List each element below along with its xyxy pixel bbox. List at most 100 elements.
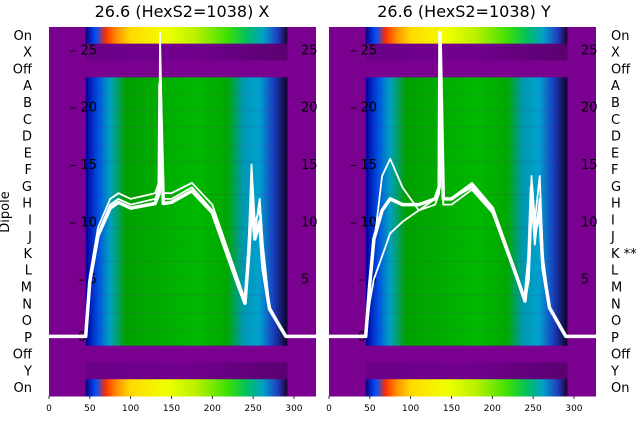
heatmap-row (85, 245, 288, 263)
heatmap-row (365, 77, 568, 95)
row-label: Off (611, 62, 631, 77)
x-tick-label: 200 (484, 404, 501, 414)
panel-title: 26.6 (HexS2=1038) Y (377, 2, 551, 21)
row-label: B (23, 96, 32, 111)
overlay-y-tick-label: – 25 (350, 43, 377, 58)
x-axis-ticks: 0 50 100 150 200 250 300 (46, 396, 303, 414)
x-tick-label: 300 (565, 404, 582, 414)
heatmap-row (85, 211, 288, 229)
x-tick-label: 50 (364, 404, 376, 414)
overlay-line (49, 82, 316, 339)
x-tick-label: 0 (326, 404, 332, 414)
row-label: Off (611, 348, 631, 363)
row-label: A (611, 79, 620, 94)
x-tick-label: 250 (245, 404, 262, 414)
row-label: H (611, 197, 621, 212)
heatmap-row (85, 362, 288, 380)
heatmap-row (85, 94, 288, 112)
x-tick-label: 300 (285, 404, 302, 414)
row-label: N (611, 297, 621, 312)
row-label: O (22, 314, 32, 329)
heatmap-row (365, 295, 568, 313)
heatmap-row (365, 43, 568, 62)
row-label: H (22, 197, 32, 212)
x-tick-label: 100 (402, 404, 419, 414)
overlay-y-tick-label: – 15 (70, 158, 97, 173)
overlay-y-tick-label: – 15 (350, 158, 377, 173)
row-label: G (611, 180, 621, 195)
overlay-y-tick-label: – 10 (70, 215, 97, 230)
heatmap-row (85, 278, 288, 296)
row-label: I (28, 213, 32, 228)
overlay-y-ticks: – 5 5– 10 10– 15 15– 20 20– 25 250 (350, 43, 598, 344)
heatmap-row (365, 328, 568, 347)
row-label: M (611, 280, 622, 295)
row-label: P (24, 331, 32, 346)
row-label: J (27, 230, 32, 245)
row-background (49, 60, 316, 78)
overlay-y-ticks: – 5 5– 10 10– 15 15– 20 20– 25 250 (70, 43, 318, 344)
x-tick-label: 200 (204, 404, 221, 414)
overlay-y-tick-label: – 25 (70, 43, 97, 58)
heatmap-row (365, 211, 568, 229)
overlay-y-tick-label-right: 25 (301, 43, 318, 58)
heatmap-row (85, 27, 288, 45)
row-label: C (23, 113, 32, 128)
x-tick-label: 150 (163, 404, 180, 414)
overlay-y-tick-label-right: 15 (301, 158, 318, 173)
row-label: E (611, 146, 619, 161)
heatmap-row (365, 312, 568, 330)
heatmap-row (85, 261, 288, 280)
overlay-y-tick-label: – 20 (350, 101, 377, 116)
overlay-y-tick-label: – 20 (70, 101, 97, 116)
row-label: Off (13, 62, 33, 77)
row-label: M (21, 280, 32, 295)
row-background (329, 345, 596, 363)
overlay-y-tick-label: – 5 (78, 273, 97, 288)
overlay-y-tick-label-right: 15 (581, 158, 598, 173)
heatmap-row (85, 295, 288, 313)
heatmap-row (365, 362, 568, 380)
row-label: D (22, 130, 32, 145)
panel-x: 26.6 (HexS2=1038) X OnXOffABCDEFGHIJKLMN… (0, 2, 318, 414)
row-label: X (23, 46, 32, 61)
x-tick-label: 0 (46, 404, 52, 414)
row-label: Off (13, 348, 33, 363)
overlay-y-tick-label-right: 10 (301, 215, 318, 230)
row-label: On (14, 29, 32, 44)
row-label: L (25, 264, 33, 279)
row-label: B (611, 96, 620, 111)
heatmap-row (365, 278, 568, 296)
heatmap-row (365, 127, 568, 145)
row-label: G (22, 180, 32, 195)
heatmap-row (365, 94, 568, 112)
heatmap-row (365, 110, 568, 129)
overlay-y-tick-label-right: 20 (301, 101, 318, 116)
heatmap-row (365, 245, 568, 263)
panel-title: 26.6 (HexS2=1038) X (95, 2, 270, 21)
row-label: N (22, 297, 32, 312)
x-tick-label: 50 (84, 404, 96, 414)
overlay-y-tick-label: – 10 (350, 215, 377, 230)
overlay-y-tick-label-right: 25 (581, 43, 598, 58)
overlay-y-tick-label-right: 10 (581, 215, 598, 230)
row-label: F (611, 163, 618, 178)
y-axis-label: Dipole (0, 191, 13, 232)
row-background (49, 345, 316, 363)
heatmap-row (85, 144, 288, 162)
heatmap-row (85, 379, 288, 397)
row-label: F (25, 163, 32, 178)
row-label: On (14, 381, 32, 396)
heatmap-row (85, 312, 288, 330)
heatmap-row (365, 228, 568, 246)
row-label: J (610, 230, 615, 245)
row-label: K (23, 247, 32, 262)
row-label: L (611, 264, 619, 279)
x-tick-label: 250 (525, 404, 542, 414)
heatmap-row (365, 261, 568, 280)
row-background (329, 60, 596, 78)
